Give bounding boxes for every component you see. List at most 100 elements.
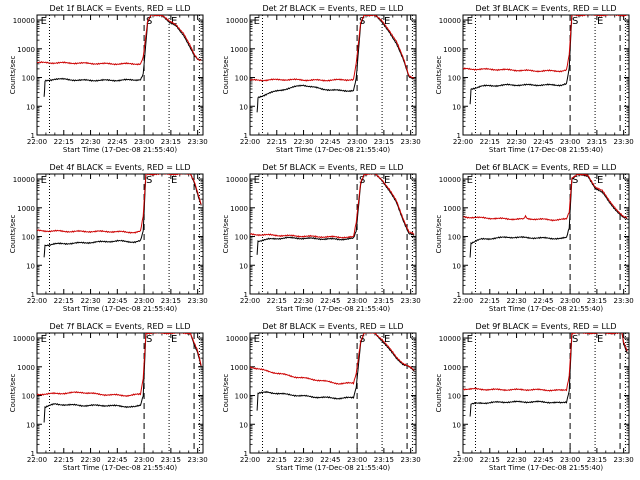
events-series-line bbox=[43, 15, 202, 97]
y-tick-label: 1000 bbox=[17, 205, 35, 213]
y-tick-label: 10 bbox=[239, 262, 248, 270]
y-tick-label: 100 bbox=[22, 75, 35, 83]
y-tick-label: 100 bbox=[448, 393, 461, 401]
y-tick-label: 10000 bbox=[439, 335, 461, 343]
x-tick-label: 23:30 bbox=[401, 297, 421, 305]
y-tick-label: 10000 bbox=[13, 335, 35, 343]
x-tick-label: 23:15 bbox=[587, 138, 607, 146]
events-series-line bbox=[43, 333, 202, 423]
lld-series-line bbox=[250, 174, 415, 239]
x-tick-label: 23:00 bbox=[560, 297, 580, 305]
x-tick-label: 23:00 bbox=[134, 456, 154, 464]
x-tick-label: 22:00 bbox=[453, 138, 473, 146]
detector-panel-7: Det 7f BLACK = Events, RED = LLD 1 10 100 10… bbox=[9, 322, 208, 472]
y-axis-label: Counts/sec bbox=[435, 56, 443, 95]
panel-title: Det 1f BLACK = Events, RED = LLD bbox=[49, 4, 190, 13]
y-tick-label: 1000 bbox=[443, 205, 461, 213]
y-tick-label: 100 bbox=[235, 393, 248, 401]
x-tick-label: 22:45 bbox=[533, 297, 553, 305]
y-tick-label: 1000 bbox=[17, 46, 35, 54]
x-tick-label: 23:30 bbox=[614, 297, 634, 305]
y-tick-label: 100 bbox=[22, 234, 35, 242]
x-tick-label: 22:15 bbox=[480, 138, 500, 146]
events-series-line bbox=[256, 333, 415, 411]
x-tick-label: 23:30 bbox=[188, 456, 208, 464]
x-tick-label: 23:15 bbox=[374, 138, 394, 146]
x-axis-label: Start Time (17-Dec-08 21:55:40) bbox=[276, 146, 390, 154]
x-tick-label: 22:15 bbox=[54, 297, 74, 305]
y-tick-label: 1000 bbox=[443, 46, 461, 54]
y-tick-label: 1 bbox=[31, 450, 35, 458]
panel-title: Det 6f BLACK = Events, RED = LLD bbox=[475, 163, 616, 172]
x-tick-label: 22:15 bbox=[54, 456, 74, 464]
marker-letter-e2: E bbox=[597, 334, 603, 345]
x-tick-label: 23:30 bbox=[401, 138, 421, 146]
x-tick-label: 22:00 bbox=[27, 297, 47, 305]
x-axis-label: Start Time (17-Dec-08 21:55:40) bbox=[276, 305, 390, 313]
detector-panel-2: Det 2f BLACK = Events, RED = LLD 1 10 100 10… bbox=[222, 4, 421, 154]
y-tick-label: 10 bbox=[26, 262, 35, 270]
x-tick-label: 23:30 bbox=[188, 138, 208, 146]
x-tick-label: 22:30 bbox=[80, 297, 100, 305]
y-tick-label: 10 bbox=[239, 103, 248, 111]
marker-letter-e1: E bbox=[467, 334, 473, 345]
x-tick-label: 22:45 bbox=[533, 138, 553, 146]
marker-letter-e2: E bbox=[597, 175, 603, 186]
x-tick-label: 22:30 bbox=[293, 456, 313, 464]
plot-frame bbox=[36, 332, 204, 454]
x-tick-label: 23:00 bbox=[134, 138, 154, 146]
lld-series-line bbox=[463, 333, 628, 392]
panel-title: Det 9f BLACK = Events, RED = LLD bbox=[475, 322, 616, 331]
plot-frame bbox=[462, 332, 630, 454]
y-tick-label: 10 bbox=[452, 421, 461, 429]
plot-frame bbox=[36, 14, 204, 136]
y-axis-label: Counts/sec bbox=[435, 215, 443, 254]
marker-letter-e1: E bbox=[254, 16, 260, 27]
marker-letter-e2: E bbox=[171, 175, 177, 186]
y-tick-label: 1000 bbox=[17, 364, 35, 372]
y-tick-label: 1 bbox=[244, 132, 248, 140]
marker-letter-e1: E bbox=[467, 175, 473, 186]
marker-letter-e2: E bbox=[597, 16, 603, 27]
plot-frame bbox=[462, 173, 630, 295]
x-tick-label: 22:15 bbox=[267, 138, 287, 146]
y-tick-label: 10000 bbox=[13, 17, 35, 25]
y-tick-label: 100 bbox=[22, 393, 35, 401]
x-tick-label: 23:15 bbox=[161, 297, 181, 305]
marker-letter-e1: E bbox=[254, 334, 260, 345]
x-tick-label: 22:15 bbox=[480, 456, 500, 464]
events-series-line bbox=[43, 174, 202, 258]
y-axis-label: Counts/sec bbox=[9, 56, 17, 95]
y-tick-label: 10000 bbox=[13, 176, 35, 184]
x-axis-label: Start Time (17-Dec-08 21:55:40) bbox=[489, 305, 603, 313]
panel-title: Det 4f BLACK = Events, RED = LLD bbox=[49, 163, 190, 172]
x-tick-label: 22:45 bbox=[320, 456, 340, 464]
x-tick-label: 22:30 bbox=[293, 297, 313, 305]
x-tick-label: 23:00 bbox=[560, 138, 580, 146]
lld-series-line bbox=[250, 333, 415, 385]
x-tick-label: 22:45 bbox=[107, 456, 127, 464]
y-tick-label: 1 bbox=[31, 291, 35, 299]
y-axis-label: Counts/sec bbox=[222, 215, 230, 254]
detector-panel-4: Det 4f BLACK = Events, RED = LLD 1 10 100 10… bbox=[9, 163, 208, 313]
y-tick-label: 10000 bbox=[226, 176, 248, 184]
x-tick-label: 22:30 bbox=[80, 138, 100, 146]
x-tick-label: 22:30 bbox=[293, 138, 313, 146]
plot-frame bbox=[249, 14, 417, 136]
x-tick-label: 22:15 bbox=[267, 456, 287, 464]
y-axis-label: Counts/sec bbox=[9, 215, 17, 254]
x-tick-label: 23:15 bbox=[374, 456, 394, 464]
x-tick-label: 22:00 bbox=[27, 138, 47, 146]
y-tick-label: 1000 bbox=[443, 364, 461, 372]
y-tick-label: 1 bbox=[244, 291, 248, 299]
y-tick-label: 1000 bbox=[230, 46, 248, 54]
y-axis-label: Counts/sec bbox=[9, 374, 17, 413]
x-axis-label: Start Time (17-Dec-08 21:55:40) bbox=[63, 464, 177, 472]
marker-letter-e1: E bbox=[41, 16, 47, 27]
x-tick-label: 22:45 bbox=[533, 456, 553, 464]
x-tick-label: 22:30 bbox=[506, 297, 526, 305]
x-tick-label: 23:15 bbox=[587, 297, 607, 305]
lld-series-line bbox=[37, 15, 202, 66]
marker-letter-e1: E bbox=[254, 175, 260, 186]
